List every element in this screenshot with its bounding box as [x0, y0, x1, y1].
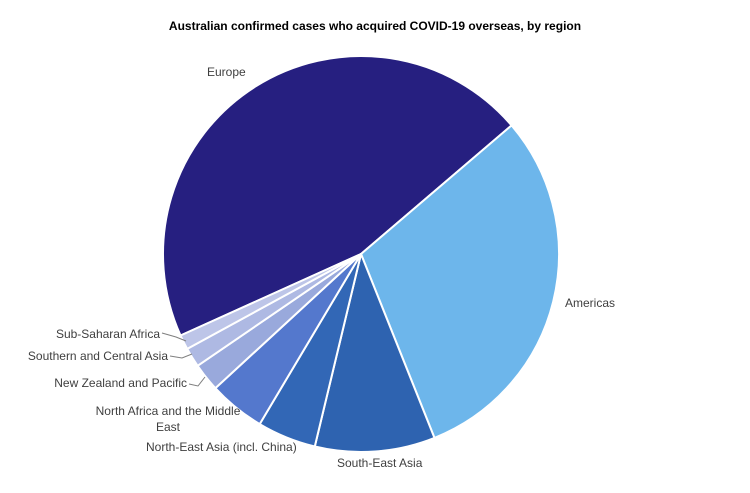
leader-line-southern-and-central-asia: [169, 353, 193, 359]
chart-title: Australian confirmed cases who acquired …: [168, 19, 582, 33]
slice-label-southern-and-central-asia: Southern and Central Asia: [27, 349, 168, 363]
pie-slices: [162, 55, 560, 453]
slice-label-north-africa-middle-east: North Africa and the Middle East: [83, 403, 253, 435]
slice-label-americas: Americas: [565, 296, 616, 310]
pie-slice-south-east-asia: [313, 253, 436, 453]
leader-line-new-zealand-and-pacific: [188, 376, 206, 387]
pie-slice-americas: [360, 124, 560, 439]
slice-label-europe: Europe: [207, 65, 246, 79]
slice-label-north-east-asia: North-East Asia (incl. China): [146, 440, 297, 454]
slice-label-sub-saharan-africa: Sub-Saharan Africa: [55, 327, 160, 341]
pie-slice-europe: [162, 55, 513, 337]
leader-line-sub-saharan-africa: [161, 332, 187, 342]
slice-label-north-africa-middle-east-line1: North Africa and the Middle: [95, 404, 241, 418]
pie-slice-sub-saharan-africa: [179, 253, 362, 350]
slice-label-south-east-asia: South-East Asia: [337, 456, 423, 470]
slice-label-new-zealand-and-pacific: New Zealand and Pacific: [54, 376, 187, 390]
slice-label-north-africa-middle-east-line2: East: [155, 420, 180, 434]
